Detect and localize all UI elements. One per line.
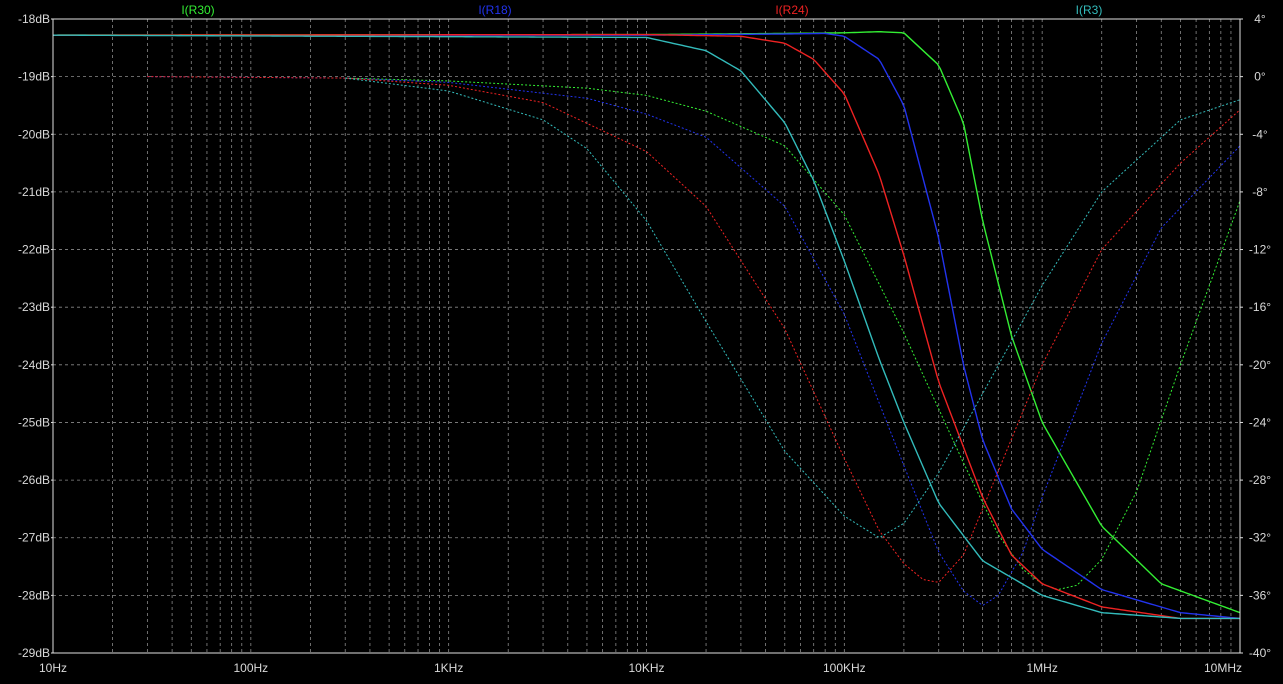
right-tick-label: -32°	[1249, 531, 1271, 545]
left-tick-label: -23dB	[18, 300, 50, 314]
plot-frame	[52, 18, 1241, 654]
right-tick-label: -36°	[1249, 588, 1271, 602]
right-tick-label: -16°	[1249, 300, 1271, 314]
left-tick-label: -25dB	[18, 415, 50, 429]
grid	[53, 19, 1240, 653]
magnitude-curve-ir24	[53, 33, 1240, 620]
left-tick-label: -20dB	[18, 127, 50, 141]
phase-curve-ir30	[345, 77, 1241, 590]
x-tick-label: 100Hz	[233, 661, 268, 675]
phase-curve-ir18	[147, 76, 1241, 606]
left-tick-label: -18dB	[18, 12, 50, 26]
x-axis: 10Hz 100Hz 1KHz 10KHz 100KHz 1MHz 10MHz	[39, 661, 1242, 675]
right-tick-label: -24°	[1249, 415, 1271, 429]
legend-entry: I(R18)	[478, 3, 511, 17]
curves	[52, 31, 1241, 620]
legend-entry: I(R3)	[1076, 3, 1103, 17]
x-tick-label: 10KHz	[628, 661, 664, 675]
legend: I(R30) I(R18) I(R24) I(R3)	[181, 3, 1102, 17]
right-tick-label: 4°	[1254, 12, 1266, 26]
legend-entry: I(R30)	[181, 3, 214, 17]
x-tick-label: 1KHz	[434, 661, 463, 675]
right-tick-label: -28°	[1249, 473, 1271, 487]
magnitude-curve-ir3	[52, 34, 1240, 620]
left-tick-label: -19dB	[18, 70, 50, 84]
right-tick-label: 0°	[1254, 70, 1266, 84]
right-tick-label: -40°	[1249, 646, 1271, 660]
left-tick-label: -27dB	[18, 531, 50, 545]
right-tick-label: -8°	[1252, 185, 1268, 199]
right-tick-label: -20°	[1249, 358, 1271, 372]
x-tick-label: 10Hz	[39, 661, 67, 675]
legend-entry: I(R24)	[775, 3, 808, 17]
phase-curve-ir24	[147, 76, 1241, 583]
x-tick-label: 100KHz	[823, 661, 866, 675]
left-tick-label: -26dB	[18, 473, 50, 487]
right-tick-label: -12°	[1249, 243, 1271, 257]
left-tick-label: -24dB	[18, 358, 50, 372]
left-axis: -18dB -19dB -20dB -21dB -22dB -23dB -24dB -25dB…	[18, 12, 53, 660]
x-tick-label: 10MHz	[1204, 661, 1242, 675]
left-tick-label: -21dB	[18, 185, 50, 199]
left-tick-label: -22dB	[18, 243, 50, 257]
left-tick-label: -29dB	[18, 646, 50, 660]
phase-curve-ir3	[345, 77, 1241, 538]
right-axis: 4° 0° -4° -8° -12° -16° -20° -24° -28° -32° -36° -4…	[1240, 12, 1271, 660]
right-tick-label: -4°	[1252, 127, 1268, 141]
left-tick-label: -28dB	[18, 588, 50, 602]
x-tick-label: 1MHz	[1026, 661, 1057, 675]
